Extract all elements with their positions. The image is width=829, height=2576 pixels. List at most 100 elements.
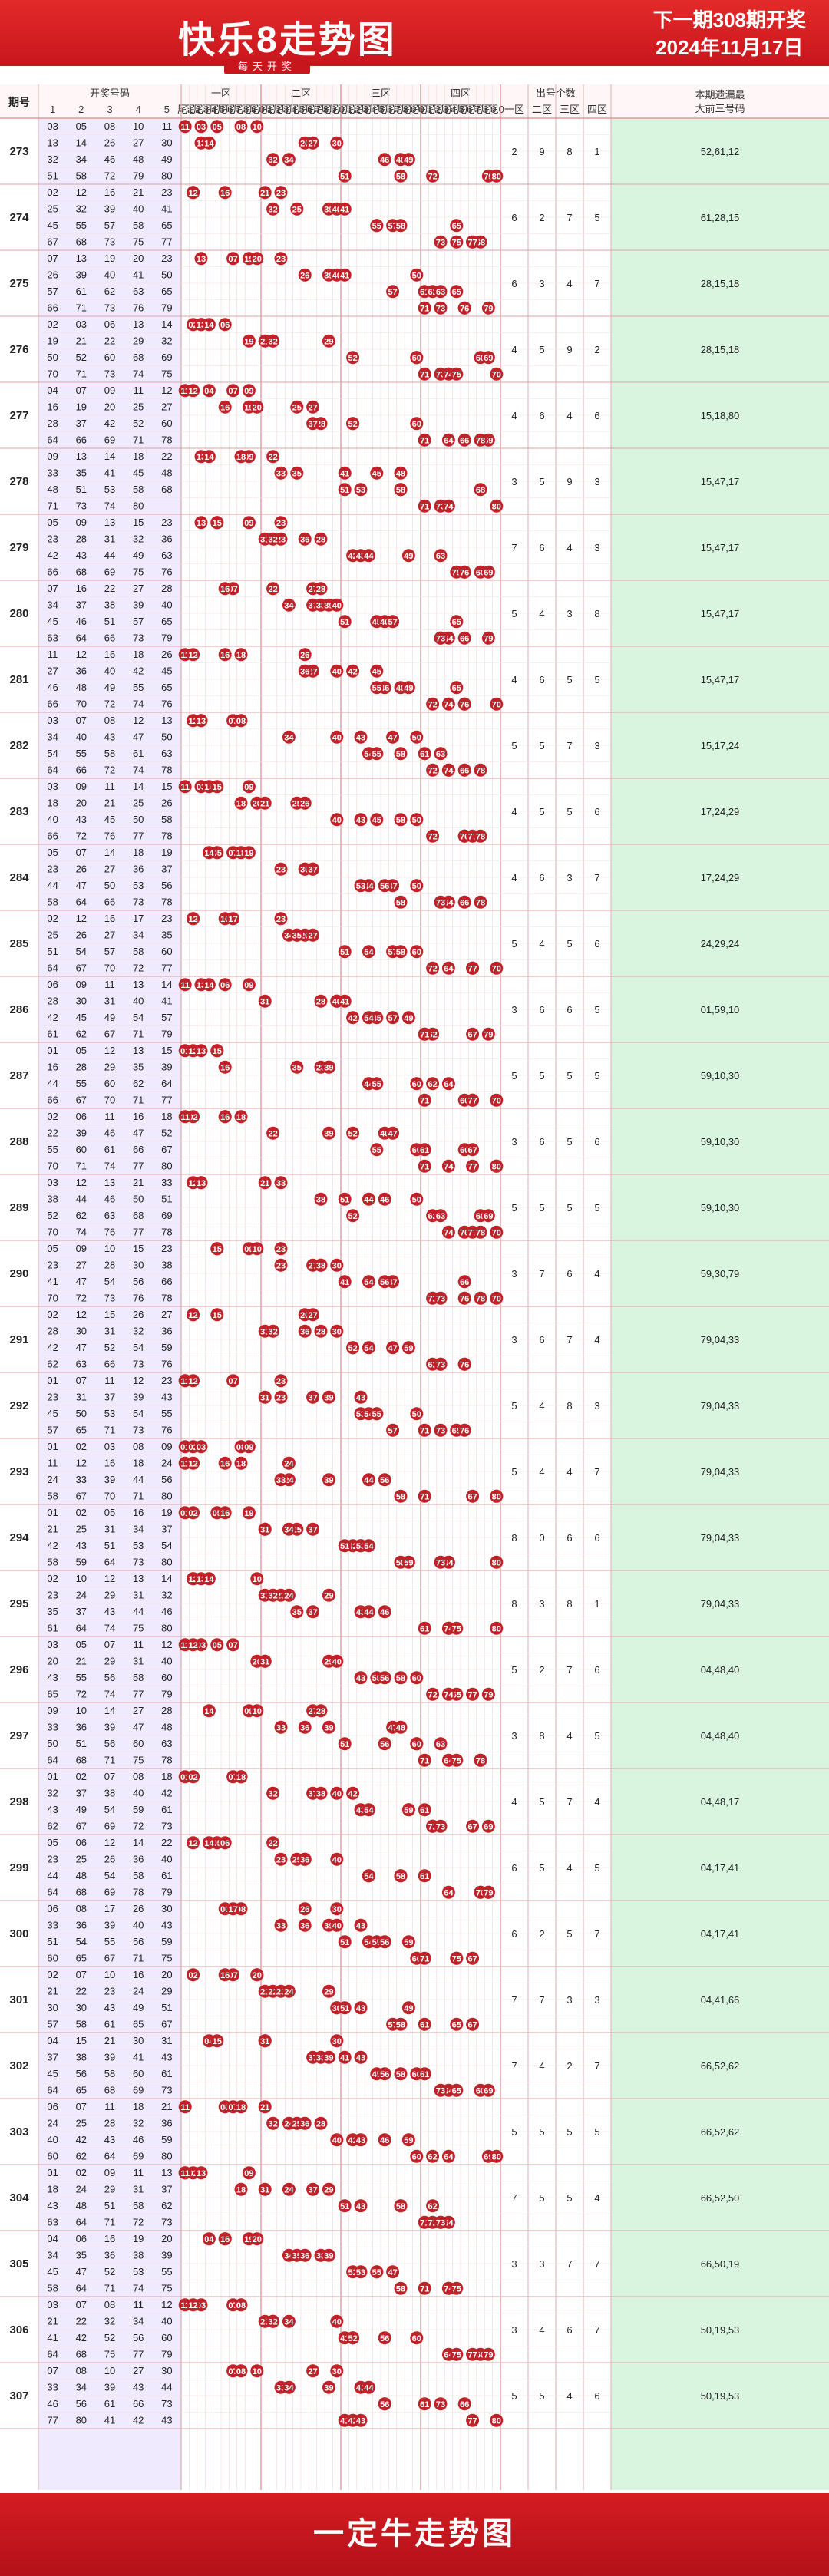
number-ball-label: 36 <box>300 1723 309 1732</box>
draw-number: 37 <box>76 1787 87 1798</box>
number-ball-label: 55 <box>372 1146 381 1155</box>
number-ball <box>346 351 360 365</box>
number-ball <box>362 1011 375 1025</box>
number-ball <box>410 351 424 365</box>
draw-number: 73 <box>133 1358 144 1369</box>
number-ball-label: 61 <box>420 2020 429 2029</box>
number-ball <box>266 202 280 216</box>
number-ball-label: 10 <box>253 1245 262 1254</box>
number-ball-label: 57 <box>388 618 397 627</box>
draw-number: 26 <box>47 269 58 280</box>
draw-number: 45 <box>47 220 58 231</box>
draw-number: 07 <box>47 583 58 594</box>
zone-count: 6 <box>566 1004 572 1016</box>
zone-count: 4 <box>566 1466 572 1478</box>
number-ball <box>378 1192 391 1206</box>
number-ball <box>338 1192 352 1206</box>
zone-count: 8 <box>566 1598 572 1610</box>
number-ball-label: 47 <box>388 733 397 742</box>
draw-number: 23 <box>47 1853 58 1864</box>
draw-number: 02 <box>47 1111 58 1122</box>
draw-number: 66 <box>104 896 115 907</box>
number-ball <box>202 136 216 150</box>
draw-number: 18 <box>161 1771 172 1782</box>
draw-number: 28 <box>76 1061 87 1072</box>
number-ball-label: 52 <box>348 1212 357 1221</box>
zone-count: 5 <box>511 1466 517 1478</box>
number-ball <box>481 631 495 645</box>
draw-number: 66 <box>47 830 58 841</box>
zone-count: 7 <box>566 740 572 751</box>
draw-number: 25 <box>76 1853 87 1864</box>
draw-number: 69 <box>104 566 115 577</box>
draw-number: 80 <box>161 1160 172 1171</box>
max-missing-numbers: 15,47,17 <box>701 542 740 553</box>
zone-count: 5 <box>539 2192 544 2204</box>
draw-number: 64 <box>47 1754 58 1765</box>
draw-number: 44 <box>47 1870 58 1881</box>
number-ball <box>434 549 448 563</box>
number-ball-label: 64 <box>444 2152 454 2162</box>
number-ball-label: 42 <box>348 1014 357 1023</box>
draw-number: 78 <box>161 896 172 907</box>
number-ball-label: 12 <box>188 1641 197 1650</box>
draw-number: 27 <box>133 1705 144 1716</box>
draw-number: 32 <box>104 2315 115 2327</box>
max-missing-numbers: 66,52,62 <box>701 2126 740 2138</box>
draw-number: 32 <box>47 1787 58 1798</box>
draw-number: 08 <box>133 1771 144 1782</box>
issue-number: 273 <box>9 145 28 158</box>
number-ball-label: 72 <box>428 1690 437 1699</box>
number-ball-label: 30 <box>332 2037 342 2046</box>
draw-number: 38 <box>133 2249 144 2261</box>
draw-number: 28 <box>104 1259 115 1270</box>
number-ball <box>466 1159 480 1173</box>
draw-number: 78 <box>161 830 172 841</box>
number-ball <box>187 648 200 662</box>
number-ball-label: 27 <box>308 931 317 940</box>
draw-number: 37 <box>161 863 172 874</box>
number-ball-label: 67 <box>467 2020 477 2029</box>
number-ball-label: 27 <box>308 2367 317 2376</box>
draw-number: 02 <box>47 913 58 924</box>
number-ball-label: 79 <box>484 1888 493 1897</box>
draw-number: 68 <box>76 236 87 247</box>
number-ball <box>450 367 464 381</box>
draw-number: 08 <box>104 2299 115 2310</box>
draw-number: 49 <box>76 1804 87 1815</box>
number-ball-label: 55 <box>372 2268 381 2277</box>
draw-number: 12 <box>161 1639 172 1650</box>
draw-number: 74 <box>76 1226 87 1237</box>
zone-count: 3 <box>566 608 572 619</box>
number-ball-label: 52 <box>348 420 357 429</box>
tail-header: 尾0 <box>489 104 504 115</box>
draw-number: 40 <box>47 814 58 825</box>
draw-number: 63 <box>104 1210 115 1221</box>
zone-count: 3 <box>539 278 544 289</box>
max-missing-numbers: 15,17,24 <box>701 740 740 751</box>
draw-number: 48 <box>161 467 172 478</box>
draw-number: 67 <box>104 1952 115 1963</box>
number-ball-label: 44 <box>364 2383 374 2393</box>
draw-number: 23 <box>161 187 172 198</box>
draw-number: 11 <box>133 1639 144 1650</box>
draw-number: 16 <box>133 1507 144 1518</box>
draw-number: 29 <box>104 2183 115 2195</box>
draw-number: 48 <box>76 2200 87 2211</box>
draw-number: 12 <box>76 187 87 198</box>
draw-number: 69 <box>133 2084 144 2095</box>
max-missing-numbers: 28,15,18 <box>701 278 740 289</box>
number-ball-label: 12 <box>188 1311 197 1320</box>
draw-number: 53 <box>104 484 115 495</box>
draw-number: 11 <box>104 1375 115 1386</box>
number-ball-label: 42 <box>348 1789 357 1798</box>
draw-number: 72 <box>104 170 115 181</box>
number-ball-label: 75 <box>452 2284 461 2294</box>
zone-count: 4 <box>594 1796 599 1808</box>
draw-number: 51 <box>104 616 115 627</box>
draw-number: 21 <box>76 1655 87 1666</box>
draw-number: 31 <box>161 2035 172 2046</box>
number-ball-label: 06 <box>220 321 230 330</box>
zone-count: 4 <box>566 410 572 421</box>
draw-number: 13 <box>161 2167 172 2178</box>
